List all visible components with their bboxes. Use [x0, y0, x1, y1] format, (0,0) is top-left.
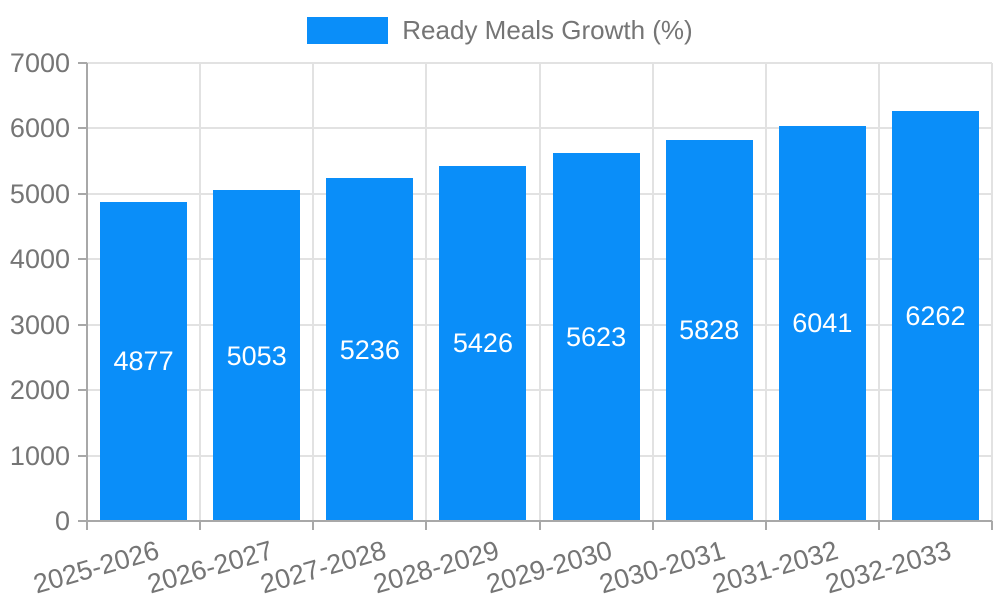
- x-gridline: [651, 63, 654, 521]
- bar[interactable]: [552, 153, 640, 521]
- bar[interactable]: [891, 111, 979, 521]
- x-gridline: [991, 63, 993, 521]
- x-gridline: [538, 63, 541, 521]
- x-tick: [425, 521, 428, 530]
- x-axis-line: [78, 520, 992, 522]
- x-tick: [651, 521, 654, 530]
- x-gridline: [425, 63, 428, 521]
- x-tick: [991, 521, 993, 530]
- bar[interactable]: [665, 139, 753, 521]
- x-tick: [538, 521, 541, 530]
- x-gridline: [312, 63, 315, 521]
- y-tick: [78, 258, 87, 261]
- y-tick: [78, 454, 87, 457]
- legend-swatch-icon: [307, 17, 389, 44]
- x-tick-label: 2027-2028: [256, 535, 390, 600]
- y-axis-line: [86, 63, 88, 521]
- bar-value-label: 5236: [339, 334, 400, 365]
- x-tick-label: 2029-2030: [482, 535, 616, 600]
- bar-value-label: 5623: [566, 322, 627, 353]
- y-tick: [78, 127, 87, 130]
- y-tick-label: 4000: [9, 244, 70, 275]
- x-tick-label: 2031-2032: [709, 535, 842, 600]
- x-tick: [764, 521, 767, 530]
- y-tick-label: 7000: [9, 48, 70, 78]
- y-tick-label: 6000: [9, 113, 70, 144]
- legend-label: Ready Meals Growth (%): [402, 15, 693, 45]
- bar[interactable]: [439, 165, 527, 521]
- y-tick-label: 1000: [9, 440, 70, 471]
- y-tick-label: 0: [54, 506, 70, 536]
- bar-value-label: 5053: [226, 340, 287, 371]
- y-tick: [78, 323, 87, 326]
- y-tick: [78, 192, 87, 195]
- bar[interactable]: [778, 125, 866, 521]
- bar-value-label: 5828: [679, 315, 740, 346]
- x-tick-label: 2030-2031: [596, 535, 729, 600]
- x-gridline: [877, 63, 880, 521]
- x-tick-label: 2032-2033: [822, 535, 955, 600]
- y-tick-label: 5000: [9, 178, 70, 209]
- x-tick: [312, 521, 315, 530]
- bar[interactable]: [213, 190, 301, 521]
- x-tick: [199, 521, 202, 530]
- y-tick-label: 2000: [9, 375, 70, 406]
- y-tick: [78, 62, 87, 64]
- x-tick-label: 2028-2029: [369, 535, 503, 600]
- x-tick-label: 2025-2026: [30, 535, 163, 600]
- y-tick: [78, 389, 87, 392]
- x-tick: [877, 521, 880, 530]
- bar-value-label: 6262: [905, 301, 966, 332]
- x-gridline: [199, 63, 202, 521]
- legend[interactable]: Ready Meals Growth (%): [0, 17, 1000, 44]
- bar-value-label: 5426: [452, 328, 513, 359]
- x-tick: [86, 521, 88, 530]
- bar-value-label: 6041: [792, 308, 853, 339]
- bar[interactable]: [100, 201, 188, 521]
- x-gridline: [764, 63, 767, 521]
- bar-value-label: 4877: [113, 346, 174, 377]
- y-tick-label: 3000: [9, 309, 70, 340]
- x-tick-label: 2026-2027: [143, 535, 276, 600]
- bar[interactable]: [326, 178, 414, 521]
